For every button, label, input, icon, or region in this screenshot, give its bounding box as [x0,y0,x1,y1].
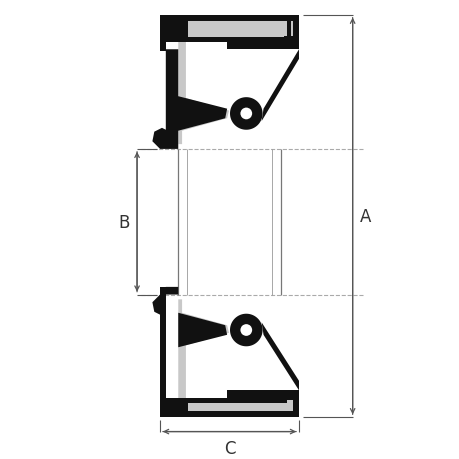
Polygon shape [187,22,295,38]
Circle shape [239,107,252,121]
Polygon shape [261,323,298,391]
Text: A: A [359,207,371,225]
Polygon shape [227,391,298,400]
Polygon shape [160,16,298,50]
Polygon shape [152,287,227,347]
Polygon shape [152,50,227,150]
Polygon shape [160,16,183,52]
Polygon shape [292,393,298,412]
Text: C: C [223,439,235,457]
Polygon shape [287,22,295,40]
Polygon shape [227,40,298,50]
Circle shape [239,324,252,337]
Polygon shape [160,412,298,417]
Polygon shape [178,300,229,398]
Polygon shape [187,403,295,412]
Polygon shape [287,400,295,412]
Polygon shape [230,98,262,130]
Polygon shape [283,37,298,45]
Text: B: B [118,213,129,231]
Polygon shape [160,398,287,403]
Polygon shape [178,22,187,43]
Polygon shape [292,22,298,47]
Polygon shape [160,287,183,417]
Polygon shape [160,287,298,417]
Polygon shape [292,16,298,43]
Polygon shape [160,38,287,43]
Polygon shape [287,22,291,40]
Polygon shape [160,16,298,22]
Polygon shape [178,43,229,145]
Polygon shape [230,314,262,347]
Polygon shape [160,16,165,52]
Polygon shape [261,50,298,122]
